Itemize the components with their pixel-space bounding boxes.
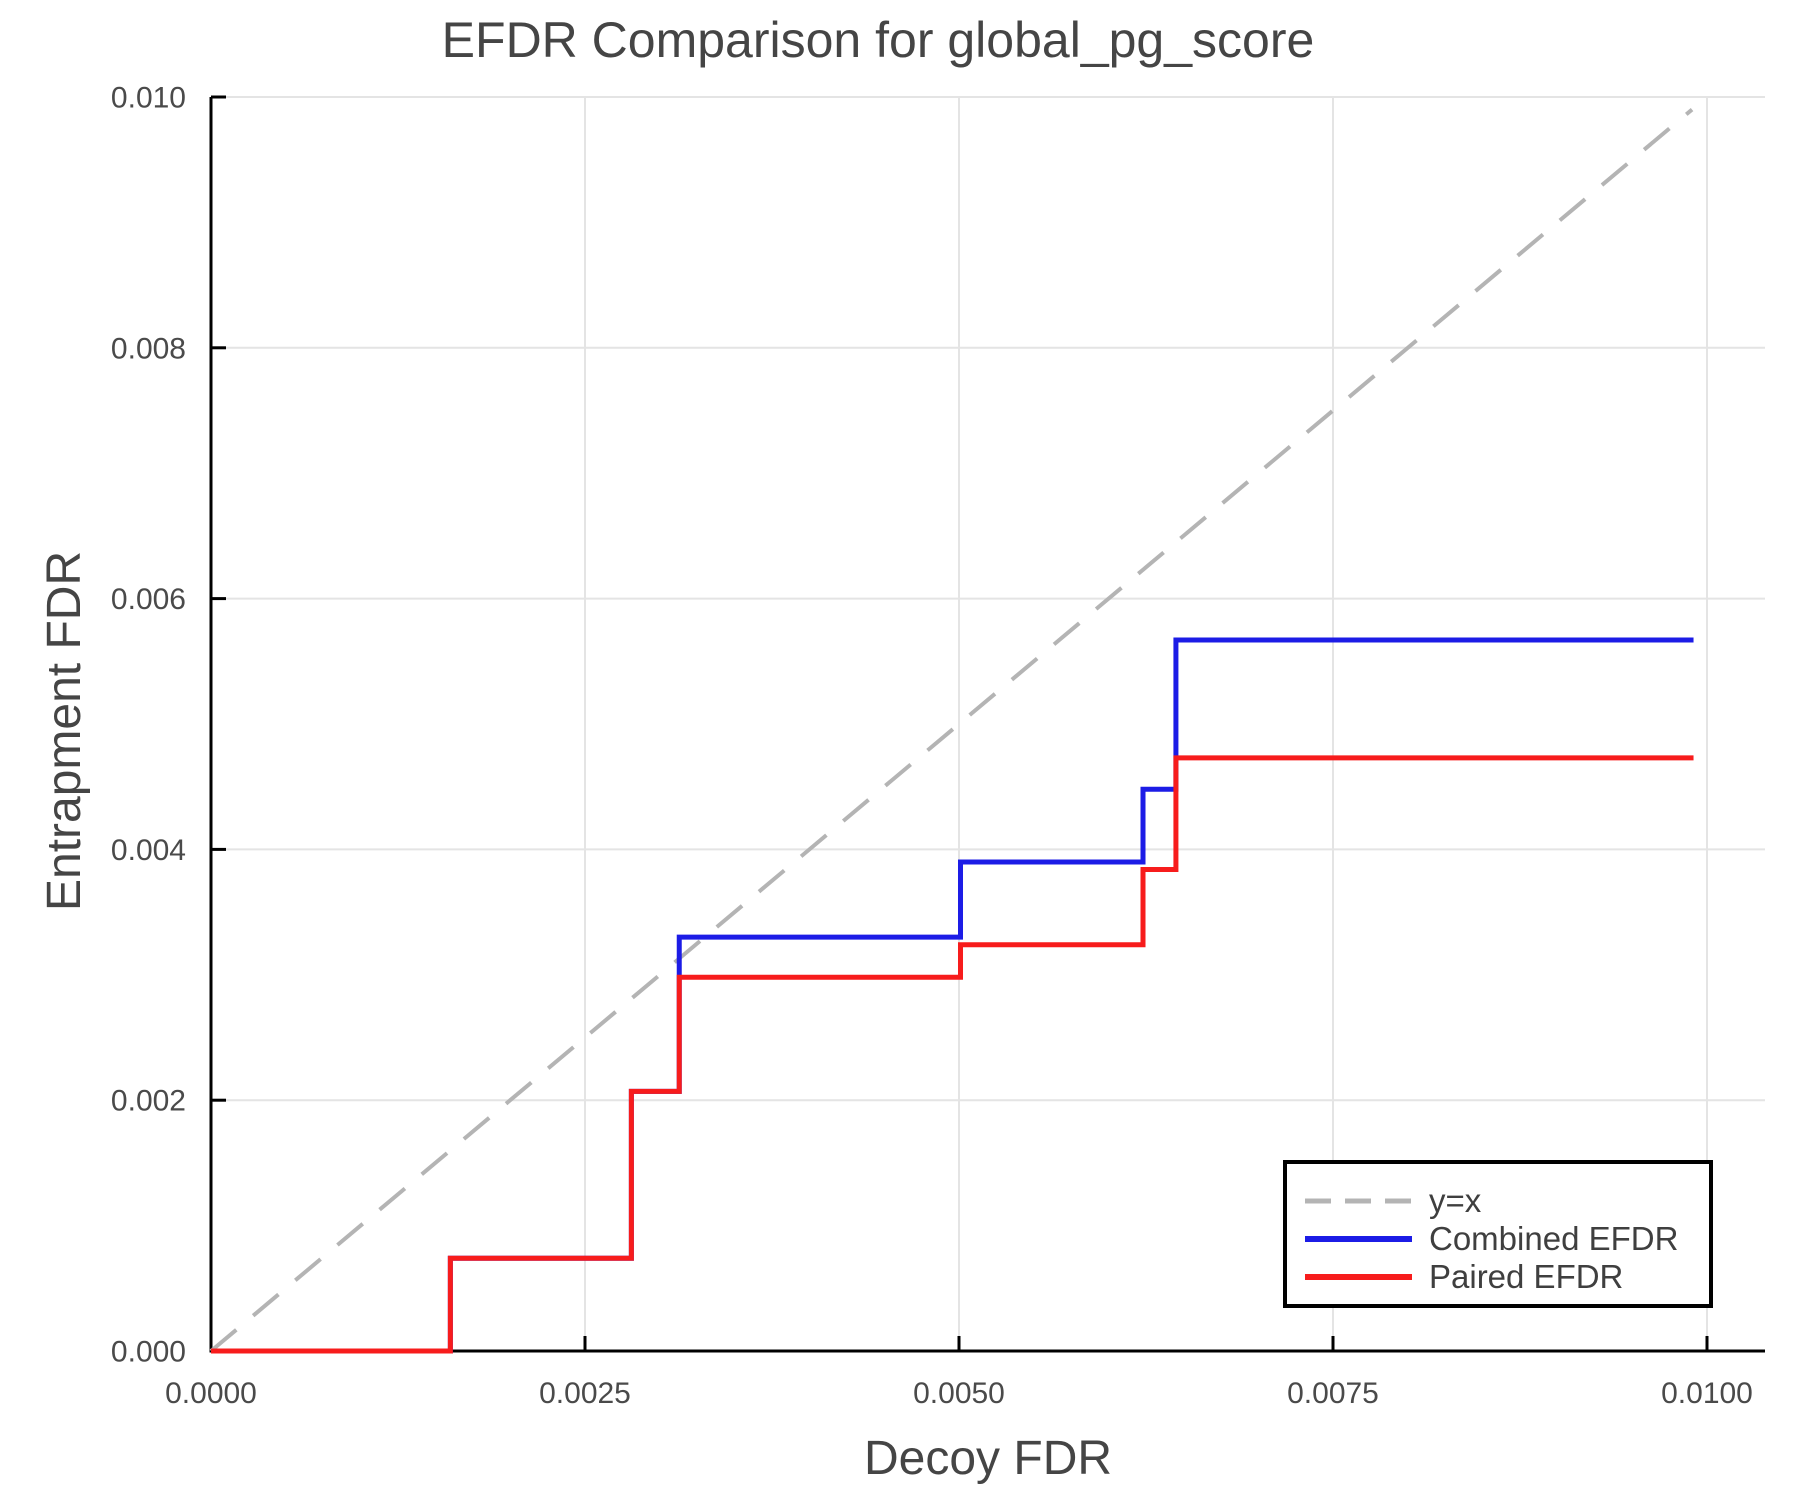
y-tick-label: 0.002 (111, 1085, 186, 1118)
legend-label-combined: Combined EFDR (1429, 1220, 1679, 1257)
y-tick-label: 0.010 (111, 82, 186, 115)
y-tick-label: 0.004 (111, 834, 186, 867)
legend: y=x Combined EFDR Paired EFDR (1283, 1160, 1713, 1308)
legend-entry-paired: Paired EFDR (1305, 1258, 1623, 1296)
identity-line (209, 108, 1694, 1353)
y-tick-label: 0.000 (111, 1336, 186, 1369)
legend-entry-identity: y=x (1305, 1182, 1481, 1220)
dashed-line-sample-icon (1305, 1198, 1412, 1204)
x-tick-label: 0.0000 (165, 1377, 257, 1410)
y-axis-label: Entrapment FDR (38, 550, 91, 911)
legend-label-identity: y=x (1429, 1182, 1482, 1219)
y-tick-label: 0.008 (111, 332, 186, 365)
chart-title: EFDR Comparison for global_pg_score (441, 12, 1315, 68)
y-tick-label: 0.006 (111, 583, 186, 616)
blue-line-sample-icon (1305, 1236, 1412, 1242)
red-line-sample-icon (1305, 1274, 1412, 1280)
x-tick-label: 0.0025 (539, 1377, 631, 1410)
x-axis-label: Decoy FDR (863, 1432, 1113, 1485)
x-tick-label: 0.0050 (913, 1377, 1005, 1410)
legend-label-paired: Paired EFDR (1429, 1258, 1624, 1295)
x-tick-label: 0.0075 (1287, 1377, 1379, 1410)
legend-entry-combined: Combined EFDR (1305, 1220, 1678, 1258)
paired-efdr-line (211, 755, 1694, 1354)
x-tick-label: 0.0100 (1661, 1377, 1753, 1410)
